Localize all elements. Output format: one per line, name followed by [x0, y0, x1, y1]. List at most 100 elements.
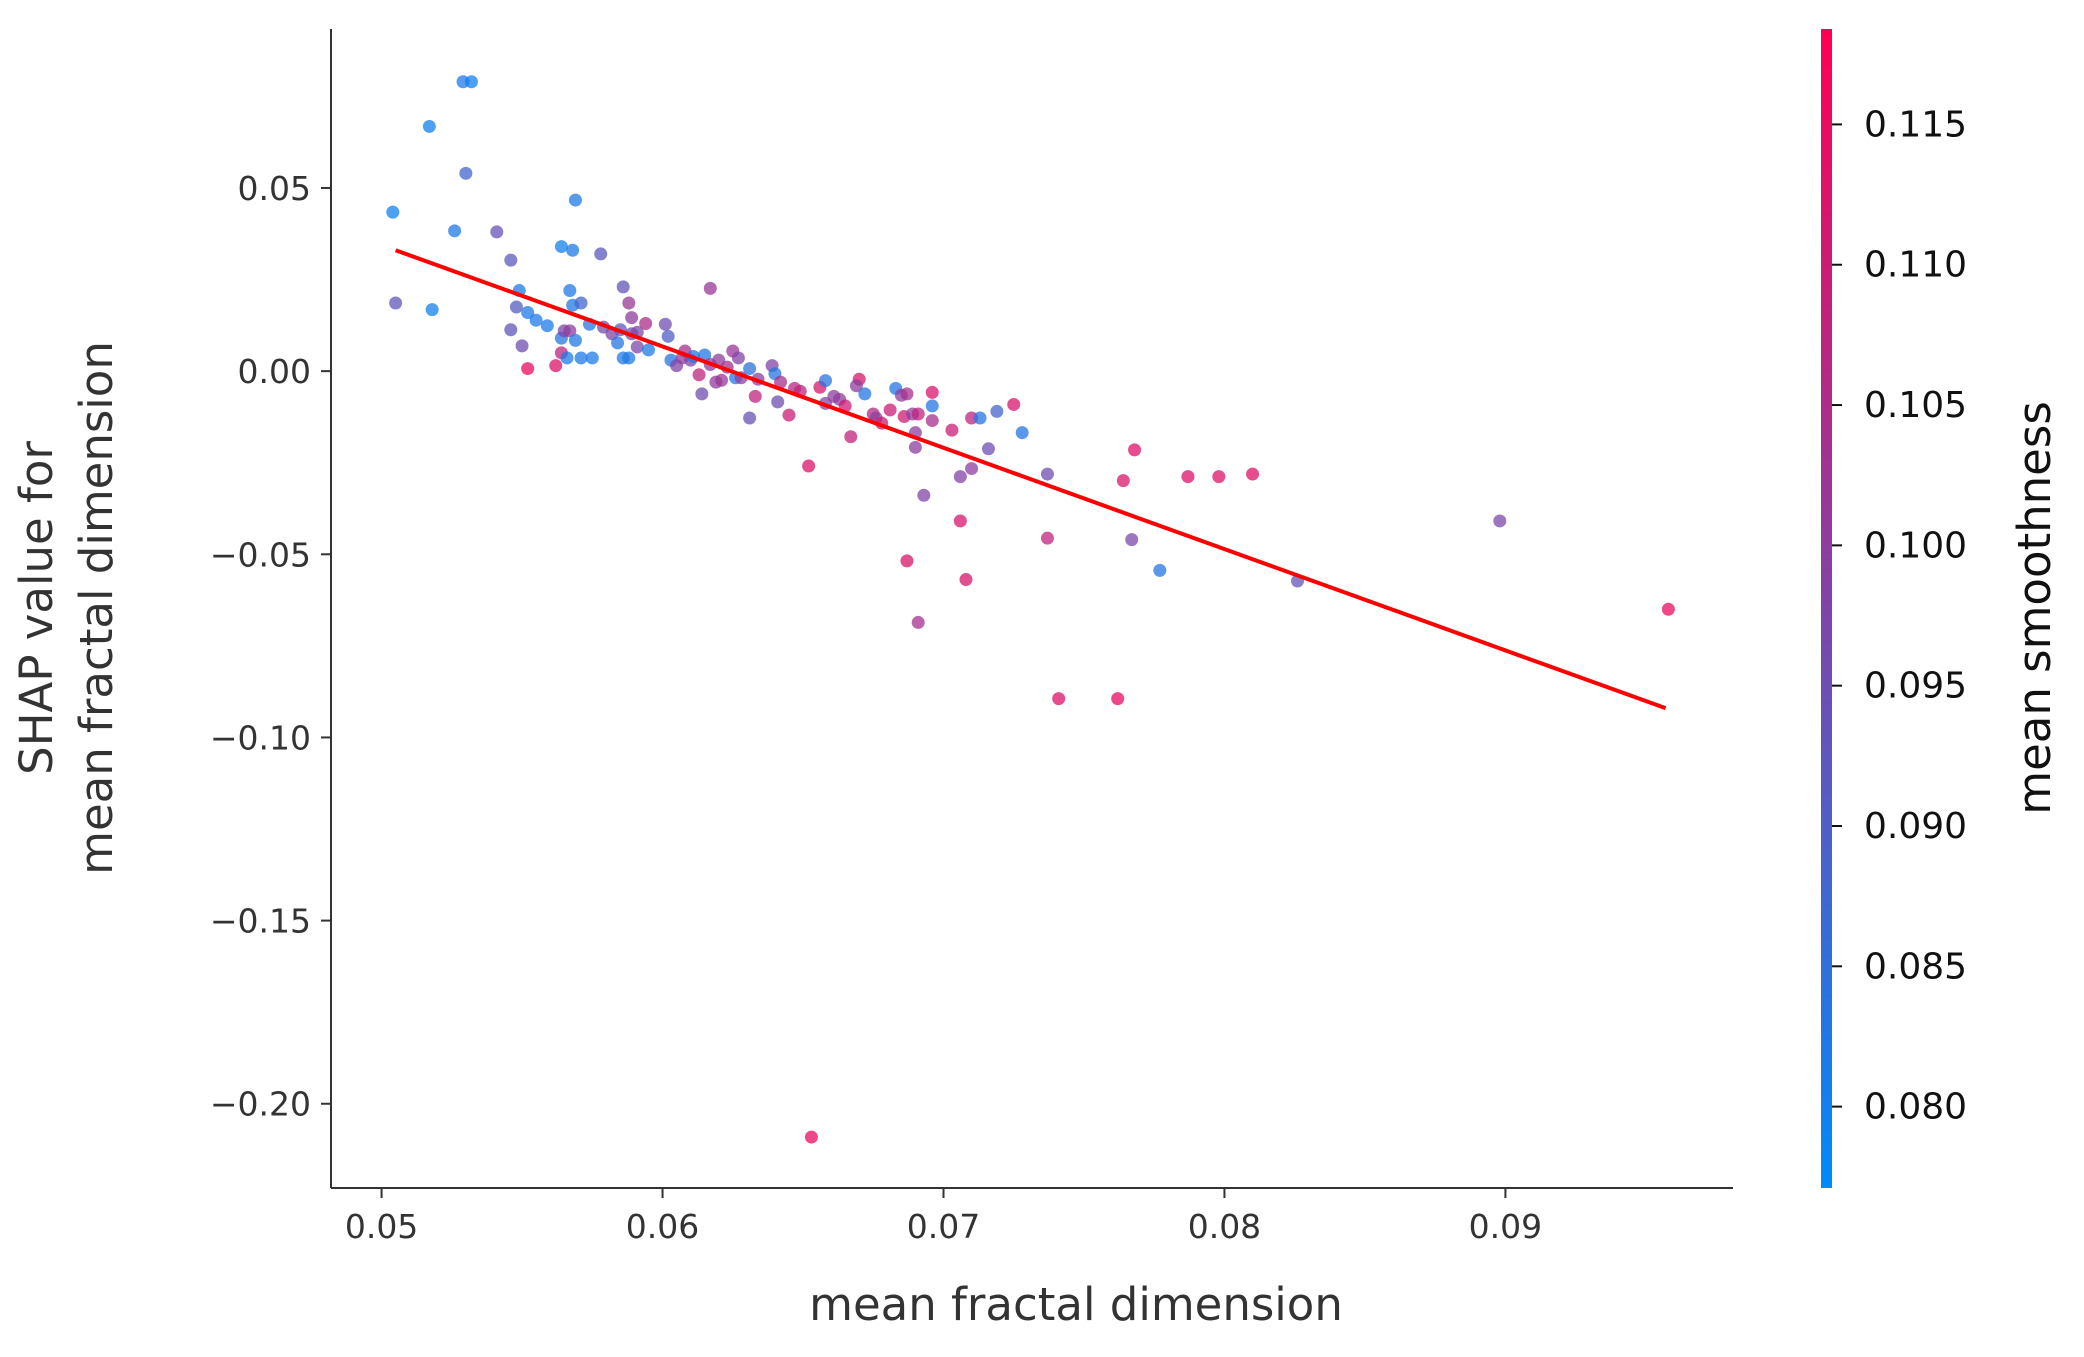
point — [990, 404, 1004, 418]
point — [425, 303, 439, 317]
point — [1493, 514, 1507, 528]
point — [849, 379, 863, 393]
point — [464, 75, 478, 89]
point — [908, 440, 922, 454]
point — [1052, 692, 1066, 706]
point — [698, 348, 712, 362]
point — [509, 300, 523, 314]
y-tick-label: −0.05 — [210, 535, 311, 574]
point — [981, 442, 995, 456]
point — [641, 343, 655, 357]
point — [616, 280, 630, 294]
point — [568, 193, 582, 207]
point — [925, 399, 939, 413]
point — [504, 253, 518, 267]
point — [1007, 397, 1021, 411]
point — [1015, 426, 1029, 440]
point — [490, 225, 504, 239]
point — [883, 403, 897, 417]
y-tick-label: 0.05 — [238, 169, 311, 208]
point — [422, 119, 436, 133]
point — [858, 387, 872, 401]
point — [1116, 474, 1130, 488]
point — [715, 373, 729, 387]
point — [625, 311, 639, 325]
point — [953, 514, 967, 528]
point — [622, 296, 636, 310]
y-tick-label: −0.15 — [210, 902, 311, 941]
point — [529, 313, 543, 327]
point — [900, 554, 914, 568]
point — [622, 351, 636, 365]
point — [1661, 602, 1675, 616]
point — [695, 387, 709, 401]
point — [389, 296, 403, 310]
colorbar-tick-label: 0.105 — [1864, 385, 1967, 426]
point — [1246, 467, 1260, 481]
point — [611, 336, 625, 350]
point — [925, 385, 939, 399]
point — [731, 351, 745, 365]
colorbar-tick-label: 0.115 — [1864, 104, 1967, 145]
point — [566, 243, 580, 257]
point — [917, 488, 931, 502]
point — [386, 205, 400, 219]
point — [692, 368, 706, 382]
point — [568, 333, 582, 347]
point — [1040, 531, 1054, 545]
point — [818, 374, 832, 388]
point — [594, 247, 608, 261]
point — [630, 340, 644, 354]
x-tick-label: 0.09 — [1469, 1207, 1542, 1246]
point — [703, 281, 717, 295]
colorbar — [1821, 29, 1832, 1188]
point — [771, 395, 785, 409]
point — [1128, 443, 1142, 457]
point — [554, 240, 568, 254]
point — [782, 408, 796, 422]
point — [911, 615, 925, 629]
y-tick-label: 0.00 — [238, 352, 311, 391]
colorbar-label: mean smoothness — [2008, 401, 2061, 815]
point — [1181, 470, 1195, 484]
point — [504, 323, 518, 337]
colorbar-tick-label: 0.095 — [1864, 666, 1967, 707]
point — [1153, 563, 1167, 577]
point — [563, 324, 577, 338]
point — [574, 351, 588, 365]
colorbar-tick-label: 0.110 — [1864, 245, 1967, 286]
trend-line — [394, 248, 1667, 711]
point — [973, 411, 987, 425]
x-tick-label: 0.06 — [626, 1207, 699, 1246]
x-tick-label: 0.08 — [1188, 1207, 1261, 1246]
point — [639, 317, 653, 331]
x-axis-label: mean fractal dimension — [809, 1278, 1343, 1331]
y-axis-label: mean fractal dimension — [70, 341, 123, 875]
point — [953, 470, 967, 484]
colorbar-tick-label: 0.100 — [1864, 525, 1967, 566]
point — [521, 362, 535, 376]
point — [1111, 692, 1125, 706]
x-tick-label: 0.07 — [907, 1207, 980, 1246]
point — [1125, 533, 1139, 547]
y-axis-label: SHAP value for — [10, 441, 63, 775]
point — [900, 387, 914, 401]
y-tick-label: −0.20 — [210, 1085, 311, 1124]
point — [748, 389, 762, 403]
point — [774, 375, 788, 389]
y-tick-label: −0.10 — [210, 718, 311, 757]
point — [804, 1130, 818, 1144]
colorbar-tick-label: 0.090 — [1864, 806, 1967, 847]
point — [844, 430, 858, 444]
point — [540, 319, 554, 333]
colorbar-tick-label: 0.085 — [1864, 946, 1967, 987]
x-tick-label: 0.05 — [345, 1207, 418, 1246]
point — [911, 407, 925, 421]
point — [661, 329, 675, 343]
point — [521, 306, 535, 320]
point — [574, 296, 588, 310]
point — [560, 351, 574, 365]
point — [945, 423, 959, 437]
point — [515, 339, 529, 353]
